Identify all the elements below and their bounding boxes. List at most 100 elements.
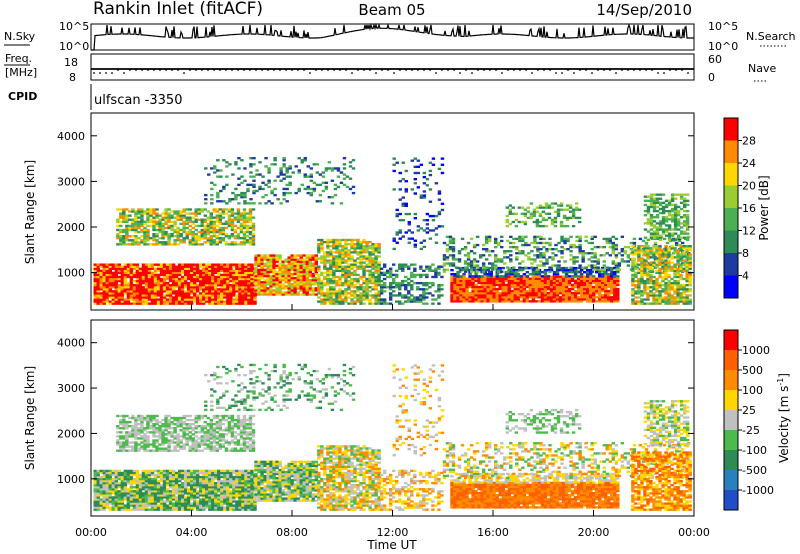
power-cell [451,256,456,259]
power-cell [377,279,381,283]
power-cell [670,288,674,291]
power-cell [155,234,159,238]
power-cell [519,285,524,289]
power-cell [299,256,303,259]
power-cell [398,267,402,270]
power-cell [302,278,306,282]
power-cell [515,256,519,259]
power-cell [359,257,363,260]
power-cell [401,284,405,287]
power-cell [146,212,150,215]
power-cell [189,265,194,268]
power-cell [220,286,224,289]
power-cell [588,291,593,295]
nave-dot [465,69,467,71]
power-cell [579,283,584,287]
power-cell [194,237,198,240]
power-cell [119,208,123,211]
power-cell [96,263,100,266]
power-cell [209,220,214,223]
power-cell [637,277,641,281]
power-cell [105,279,109,283]
power-cell [188,208,192,211]
power-cell [290,274,294,278]
power-cell [185,234,189,238]
power-cell [125,208,129,211]
power-cell [199,263,203,266]
power-cell [682,284,686,287]
power-cell [602,268,606,271]
power-cell [530,250,534,253]
power-cell [226,296,230,299]
power-cell [610,271,614,274]
power-cell [170,226,174,230]
power-cell [174,265,179,268]
power-cell [147,298,152,301]
nave-dot [189,69,191,71]
power-cell [332,294,336,297]
power-cell [527,256,531,259]
power-cell [247,296,251,299]
power-cell [682,199,687,202]
power-cell [122,216,126,219]
power-cell [177,288,182,291]
power-cell [152,212,156,215]
power-cell [570,287,575,291]
power-cell [248,214,253,217]
power-cell [329,271,333,275]
power-cell [159,265,164,268]
power-cell [350,259,354,262]
power-cell [206,230,210,234]
power-cell [158,241,162,244]
power-cell [661,249,665,252]
power-cell [199,273,203,277]
power-cell [128,239,132,242]
power-cell [234,163,238,166]
power-cell [152,243,156,246]
power-cell [688,284,692,287]
power-cell [125,230,129,234]
power-cell [111,298,116,301]
power-cell [595,285,599,289]
power-cell [501,283,505,287]
power-cell [93,298,97,301]
power-cell [176,212,180,215]
power-cell [179,234,183,238]
power-cell [507,277,511,280]
power-cell [543,296,548,299]
power-cell [401,296,405,299]
power-cell [495,289,499,293]
power-cell [221,216,226,219]
power-cell [416,273,420,277]
nave-dot [687,72,689,74]
power-cell [676,263,680,266]
power-cell [685,245,689,248]
power-cell [664,220,669,223]
power-cell [171,273,176,277]
power-cell [236,232,241,236]
power-cell [521,235,525,239]
power-cell [233,218,238,221]
power-cell [422,273,426,277]
power-cell [554,254,558,257]
power-cell [317,284,321,287]
power-cell [670,277,674,281]
power-cell [170,224,174,228]
nave-dot [405,69,407,71]
nave-dot [123,72,125,74]
power-cell [377,245,381,248]
power-cell [649,251,653,254]
power-cell [260,272,264,276]
power-cell [183,273,188,277]
power-cell [96,286,100,289]
power-cell [147,271,152,275]
power-cell [578,237,582,241]
power-cell [314,266,319,270]
power-cell [320,271,324,275]
power-cell [685,288,689,291]
power-cell [260,256,264,259]
power-cell [679,265,683,268]
power-cell [655,284,659,287]
power-cell [416,298,420,301]
power-cell [111,284,116,287]
